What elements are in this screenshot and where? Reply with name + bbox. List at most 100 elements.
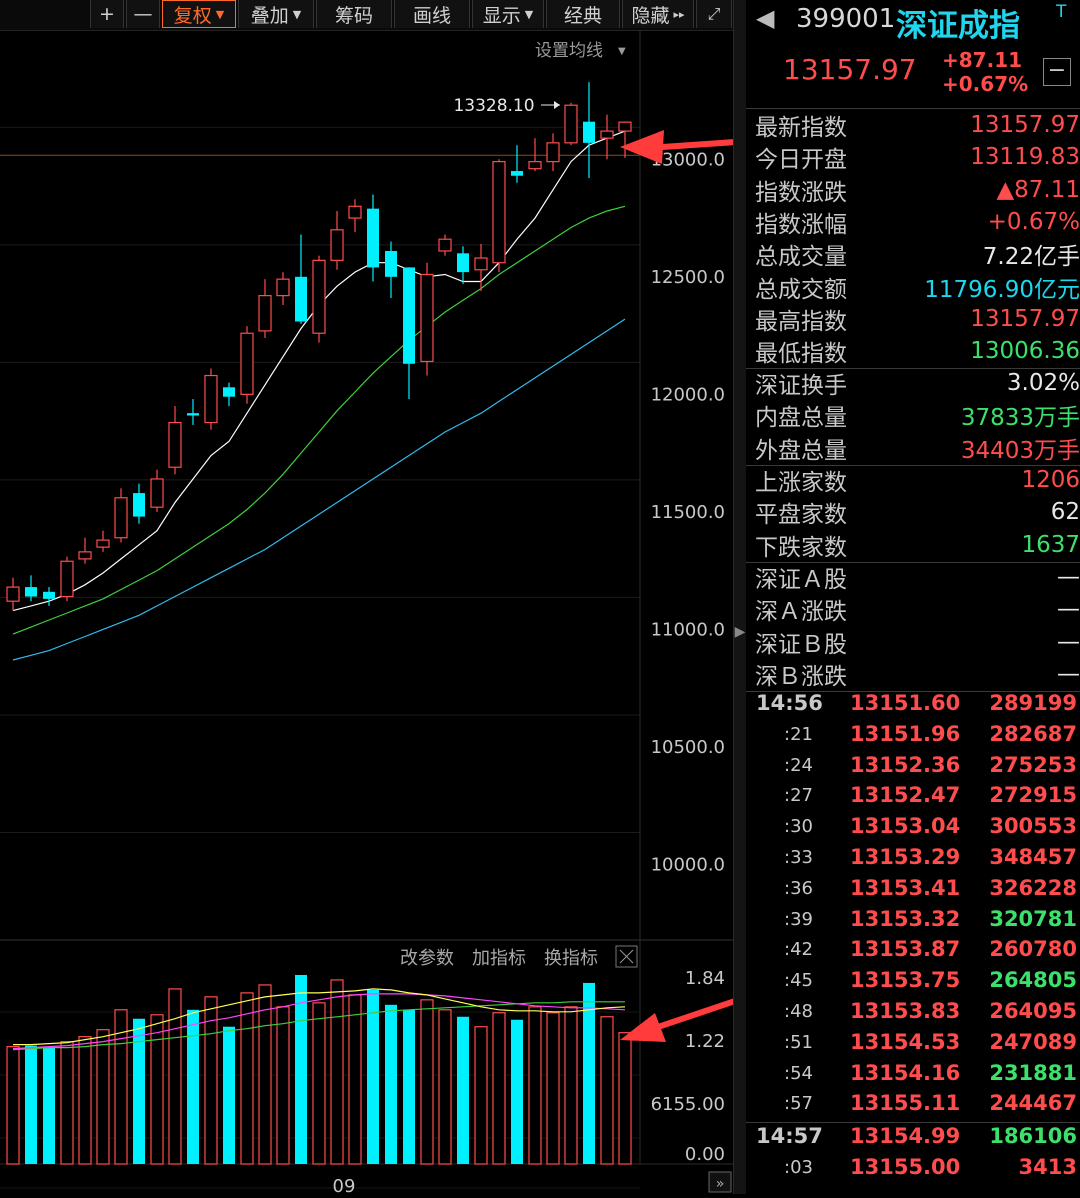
stat-row: 指数涨幅 +0.67% xyxy=(746,206,1080,238)
stat-label: 今日开盘 xyxy=(755,147,847,174)
volume-bar-up xyxy=(420,999,434,1165)
tick-price: 13153.75 xyxy=(850,968,961,993)
candle-body-up xyxy=(600,130,614,139)
volume-bars xyxy=(6,974,632,1165)
expand-right-icon[interactable] xyxy=(708,1171,732,1193)
tick-row: :42 13153.87 260780 xyxy=(746,937,1080,967)
tick-time: :57 xyxy=(784,1093,813,1115)
stat-label: 深证Ｂ股 xyxy=(755,631,847,658)
volume-bar-up xyxy=(546,1012,560,1165)
candle-body-up xyxy=(276,278,290,297)
hide-button[interactable]: 隐藏 ▸▸ xyxy=(622,0,694,28)
stat-value: — xyxy=(1057,628,1080,655)
prev-stock-icon[interactable]: ◀ xyxy=(756,4,775,32)
zoom-in-button[interactable]: + xyxy=(90,0,124,28)
volume-bar-up xyxy=(564,1006,578,1165)
candle-body-up xyxy=(438,238,452,252)
candle-body-down xyxy=(43,591,55,599)
tick-volume: 260780 xyxy=(989,937,1077,962)
tick-volume: 320781 xyxy=(989,906,1077,931)
tick-row: :27 13152.47 272915 xyxy=(746,783,1080,813)
tick-volume: 264095 xyxy=(989,999,1077,1023)
volume-bar-down xyxy=(403,1009,415,1164)
change-params-button[interactable]: 改参数 xyxy=(400,948,454,969)
zoom-out-button[interactable]: — xyxy=(126,0,160,28)
volume-axis-ticks: 1.84 1.22 6155.00 0.00 xyxy=(651,968,725,1165)
stat-label: 最低指数 xyxy=(755,341,847,368)
stat-label: 平盘家数 xyxy=(755,502,847,529)
volume-bar-up xyxy=(528,1006,542,1165)
tick-price: 13153.04 xyxy=(850,814,961,839)
overlay-button[interactable]: 叠加 ▼ xyxy=(238,0,314,28)
volume-bar-up xyxy=(276,1006,290,1165)
stat-row: 上涨家数 1206 xyxy=(746,464,1080,496)
caret-down-icon: ▼ xyxy=(215,7,225,21)
set-ma-button[interactable]: 设置均线 xyxy=(535,41,603,61)
current-price: 13157.97 xyxy=(783,53,917,86)
separator xyxy=(746,108,1080,109)
stat-value: 13119.83 xyxy=(970,144,1080,171)
display-button[interactable]: 显示 ▼ xyxy=(472,0,544,28)
candle-body-up xyxy=(204,374,218,424)
volume-bar-down xyxy=(385,1004,397,1164)
candle-body-up xyxy=(150,478,164,508)
tick-row: :30 13153.04 300553 xyxy=(746,814,1080,844)
tick-price: 13152.36 xyxy=(850,752,961,777)
stat-label: 上涨家数 xyxy=(755,470,847,496)
stat-value: 1206 xyxy=(1021,467,1080,493)
tick-row: 14:56 13151.60 289199 xyxy=(746,691,1080,721)
candle-body-up xyxy=(618,121,632,132)
fullscreen-icon[interactable]: ⤢ xyxy=(696,0,732,28)
candle-body-up xyxy=(78,551,92,560)
collapse-panel-icon[interactable]: ▶ xyxy=(734,624,746,640)
volume-tick-label: 1.22 xyxy=(685,1031,725,1052)
stat-value: 3.02% xyxy=(1006,370,1080,396)
ma60-line xyxy=(12,318,626,661)
high-label-arrowhead xyxy=(554,101,560,109)
hide-label: 隐藏 xyxy=(631,4,670,27)
volume-bar-up xyxy=(114,1009,128,1165)
stat-row: 指数涨跌 ▲87.11 xyxy=(746,174,1080,206)
volume-bar-down xyxy=(187,1009,199,1164)
price-tick-label: 13000.0 xyxy=(651,149,725,170)
quote-price-block: 13157.97 +87.11 +0.67% − xyxy=(746,44,1080,104)
add-indicator-button[interactable]: 加指标 xyxy=(472,948,526,969)
stat-label: 深Ｂ涨跌 xyxy=(755,663,847,690)
switch-indicator-button[interactable]: 换指标 xyxy=(544,948,598,969)
volume-tick-label: 0.00 xyxy=(685,1144,725,1165)
stat-row: 最新指数 13157.97 xyxy=(746,109,1080,141)
classic-button[interactable]: 经典 xyxy=(546,0,620,28)
tick-time: :39 xyxy=(784,908,813,930)
stat-value: — xyxy=(1057,660,1080,687)
tick-price: 13153.41 xyxy=(850,875,961,900)
price-tick-label: 10000.0 xyxy=(651,854,725,875)
tick-price: 13155.00 xyxy=(850,1155,961,1179)
caret-down-icon: ▼ xyxy=(618,46,626,57)
stat-value: 1637 xyxy=(1021,531,1080,558)
tick-volume: 272915 xyxy=(989,783,1077,808)
price-axis-ticks: 13000.0 12500.0 12000.0 11500.0 11000.0 10500… xyxy=(651,149,725,875)
stat-row: 深证换手 3.02% xyxy=(746,367,1080,399)
volume-bar-up xyxy=(78,1036,92,1165)
tick-row: :33 13153.29 348457 xyxy=(746,845,1080,875)
tick-price: 13153.32 xyxy=(850,906,961,931)
minimize-quote-button[interactable]: − xyxy=(1043,58,1071,86)
close-indicator-icon[interactable] xyxy=(615,945,638,968)
chips-button[interactable]: 筹码 xyxy=(316,0,392,28)
candle-body-up xyxy=(240,332,254,395)
stat-row: 今日开盘 13119.83 xyxy=(746,141,1080,173)
candle-body-up xyxy=(114,497,128,539)
tick-time: :48 xyxy=(784,1001,813,1022)
volume-bar-up xyxy=(150,1014,164,1165)
tick-row: :39 13153.32 320781 xyxy=(746,907,1080,937)
volume-bar-up xyxy=(600,1016,614,1165)
draw-line-button[interactable]: 画线 xyxy=(394,0,470,28)
tick-row: :03 13155.00 3413 xyxy=(746,1155,1080,1185)
candle-body-up xyxy=(492,161,506,264)
fuquan-button[interactable]: 复权 ▼ xyxy=(162,0,236,28)
candle-body-down xyxy=(583,121,595,143)
stat-value: 13006.36 xyxy=(970,338,1080,365)
candle-body-up xyxy=(96,539,110,548)
candle-body-up xyxy=(528,161,542,170)
tick-volume: 247089 xyxy=(989,1029,1077,1054)
